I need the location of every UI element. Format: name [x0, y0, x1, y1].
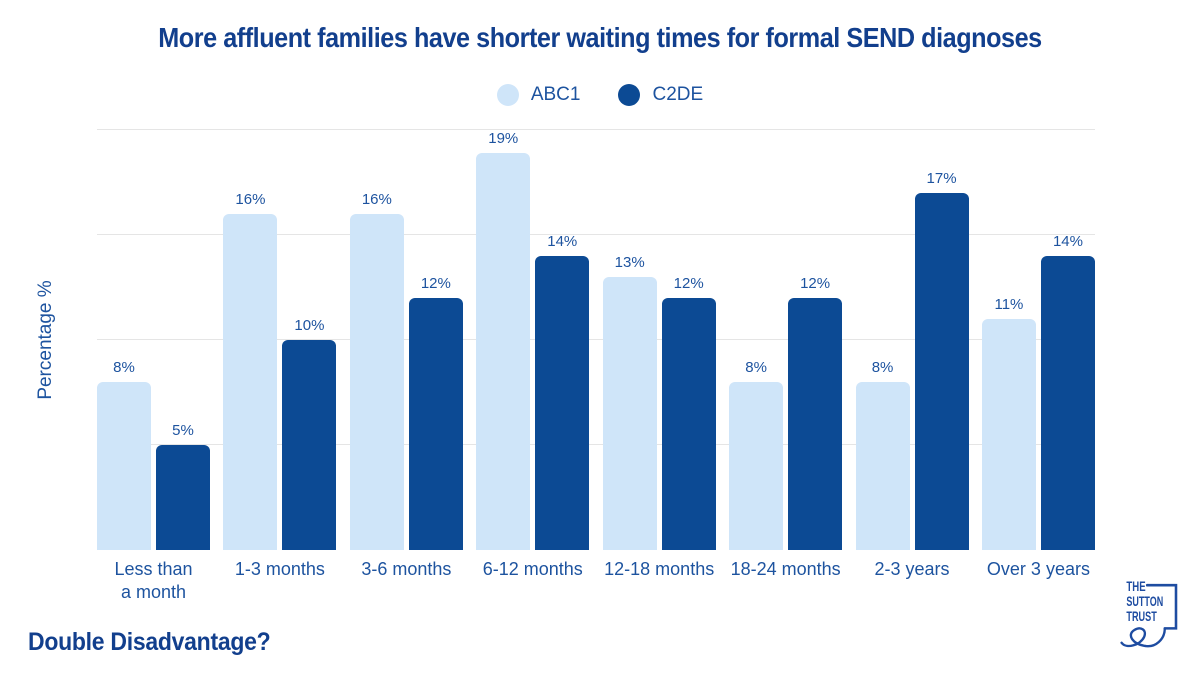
c2de-circle-icon	[618, 84, 641, 106]
bar-col-abc1-2: 16%	[223, 130, 278, 550]
x-axis-label: 12-18 months	[604, 559, 715, 579]
bar-value-label: 17%	[926, 170, 957, 187]
bar-abc1-8	[981, 319, 1036, 550]
x-axis-label: 18-24 months	[730, 559, 841, 579]
bar-abc1-7	[855, 382, 910, 550]
sutton-trust-logo: THE SUTTON TRUST	[1120, 579, 1178, 648]
x-axis-label: 1-3 months	[234, 559, 325, 579]
bar-c2de-2	[282, 340, 337, 550]
bar-c2de-5	[661, 298, 716, 550]
bar-value-label: 8%	[871, 359, 894, 376]
bar-value-label: 14%	[1052, 233, 1083, 250]
gridline-20	[97, 129, 1095, 130]
legend: ABC1 C2DE	[0, 84, 1200, 106]
bar-abc1-5	[602, 277, 657, 550]
bar-value-label: 5%	[172, 422, 194, 439]
bar-group-7: 8% 17%	[855, 130, 969, 550]
bar-c2de-8	[1040, 256, 1095, 550]
bar-col-abc1-6: 8%	[729, 130, 784, 550]
x-axis-label-cell-5: 12-18 months	[603, 558, 716, 605]
footer-caption: Double Disadvantage?	[28, 628, 271, 656]
bar-group-4: 19% 14%	[476, 130, 590, 550]
x-axis-label: Less than a month	[114, 559, 193, 603]
bar-group-2: 16% 10%	[223, 130, 337, 550]
logo-square-outline	[1145, 583, 1178, 630]
x-axis-label-cell-1: Less than a month	[97, 558, 210, 605]
bar-col-c2de-2: 10%	[282, 130, 337, 550]
logo-line-2: SUTTON	[1126, 594, 1163, 609]
bar-value-label: 14%	[547, 233, 578, 250]
x-axis-label-cell-2: 1-3 months	[223, 558, 336, 605]
x-axis-label: 2-3 years	[874, 559, 950, 579]
bar-c2de-6	[788, 298, 843, 550]
bar-c2de-4	[535, 256, 590, 550]
x-axis-labels: Less than a month 1-3 months 3-6 months 6-1…	[97, 558, 1095, 605]
plot-area: 8% 5% 16% 10% 16% 12% 19% 14% 13% 12% 8% 12% 8% 17% 11…	[97, 129, 1095, 550]
x-axis-label-cell-7: 2-3 years	[856, 558, 969, 605]
bar-value-label: 19%	[488, 130, 519, 147]
bar-value-label: 11%	[994, 296, 1024, 313]
bar-c2de-3	[408, 298, 463, 550]
gridline-15	[97, 234, 1095, 235]
bar-col-c2de-5: 12%	[661, 130, 716, 550]
bar-c2de-1	[156, 445, 210, 550]
bar-value-label: 13%	[614, 254, 645, 271]
legend-label-abc1: ABC1	[530, 84, 581, 105]
bar-col-abc1-4: 19%	[476, 130, 531, 550]
bar-groups: 8% 5% 16% 10% 16% 12% 19% 14% 13% 12% 8% 12% 8% 17% 11…	[97, 130, 1095, 550]
bar-value-label: 12%	[673, 275, 704, 292]
legend-label-c2de: C2DE	[652, 84, 704, 105]
chart-title: More affluent families have shorter wait…	[158, 22, 1042, 53]
bar-col-abc1-7: 8%	[855, 130, 910, 550]
bar-abc1-2	[223, 214, 278, 550]
x-axis-label: Over 3 years	[986, 559, 1090, 579]
x-axis-label-cell-8: Over 3 years	[982, 558, 1095, 605]
bar-col-abc1-1: 8%	[97, 130, 151, 550]
x-axis-label-cell-6: 18-24 months	[729, 558, 842, 605]
bar-col-c2de-4: 14%	[535, 130, 590, 550]
logo-swirl-icon	[1120, 627, 1166, 648]
bar-abc1-4	[476, 153, 531, 550]
legend-item-c2de: C2DE	[618, 84, 703, 106]
bar-value-label: 16%	[361, 191, 392, 208]
bar-col-c2de-1: 5%	[156, 130, 210, 550]
x-axis-label: 3-6 months	[361, 559, 452, 579]
gridline-10	[97, 339, 1095, 340]
bar-value-label: 12%	[420, 275, 451, 292]
x-axis-label-cell-3: 3-6 months	[350, 558, 463, 605]
bar-group-3: 16% 12%	[349, 130, 463, 550]
x-axis-label-cell-4: 6-12 months	[476, 558, 589, 605]
bar-value-label: 10%	[294, 317, 325, 334]
y-axis-label: Percentage %	[35, 280, 56, 400]
gridline-5	[97, 444, 1095, 445]
bar-value-label: 16%	[235, 191, 266, 208]
bar-value-label: 8%	[113, 359, 135, 376]
bar-abc1-1	[97, 382, 151, 550]
bar-c2de-7	[914, 193, 969, 550]
logo-line-1: THE	[1126, 579, 1145, 594]
bar-col-c2de-3: 12%	[408, 130, 463, 550]
bar-col-abc1-5: 13%	[602, 130, 657, 550]
bar-col-abc1-8: 11%	[981, 130, 1036, 550]
bar-group-5: 13% 12%	[602, 130, 716, 550]
bar-col-c2de-8: 14%	[1040, 130, 1095, 550]
bar-abc1-6	[729, 382, 784, 550]
bar-col-abc1-3: 16%	[349, 130, 404, 550]
bar-group-8: 11% 14%	[981, 130, 1095, 550]
legend-item-abc1: ABC1	[496, 84, 581, 106]
bar-value-label: 12%	[800, 275, 831, 292]
bar-col-c2de-6: 12%	[788, 130, 843, 550]
logo-line-3: TRUST	[1126, 609, 1157, 624]
bar-group-6: 8% 12%	[729, 130, 843, 550]
bar-col-c2de-7: 17%	[914, 130, 969, 550]
x-axis-label: 6-12 months	[482, 559, 583, 579]
abc1-circle-icon	[496, 84, 519, 106]
bar-abc1-3	[349, 214, 404, 550]
bar-group-1: 8% 5%	[97, 130, 210, 550]
bar-value-label: 8%	[745, 359, 767, 376]
